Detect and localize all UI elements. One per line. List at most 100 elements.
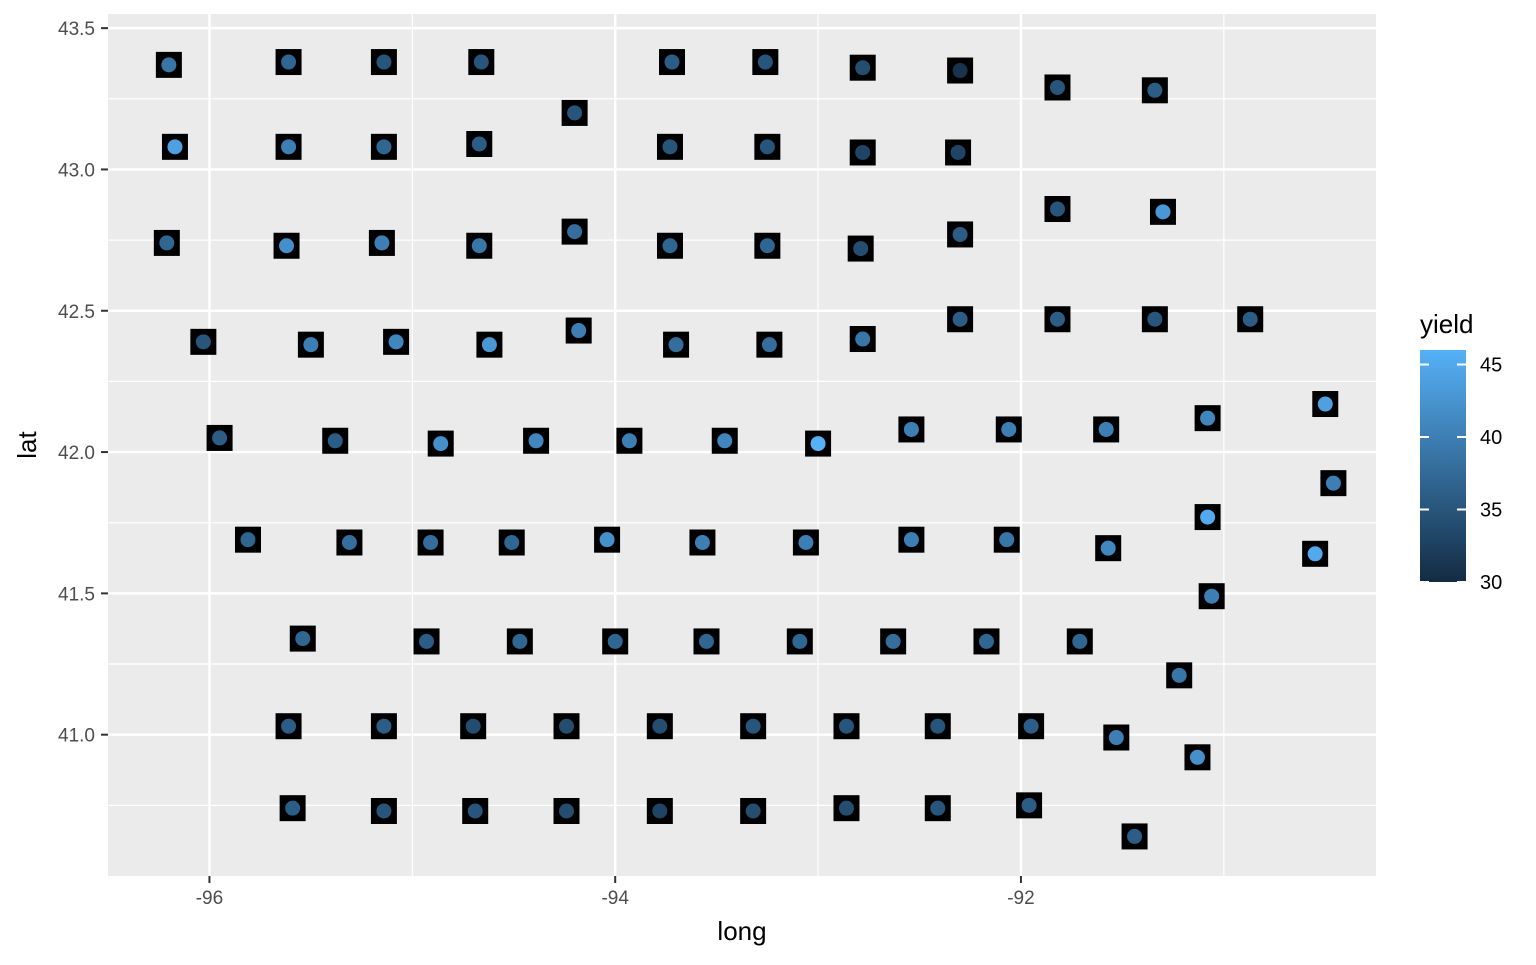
point-dot-93 [652,803,668,819]
data-point-36 [190,328,217,355]
point-dot-48 [327,433,343,449]
data-point-23 [153,229,180,256]
point-dot-20 [1155,204,1171,220]
data-point-83 [740,713,767,740]
point-dot-14 [471,136,487,152]
point-dot-71 [607,633,623,649]
point-dot-36 [195,334,211,350]
data-point-81 [553,713,580,740]
point-dot-31 [1049,311,1065,327]
data-point-74 [880,628,907,655]
legend-tick-label-2: 40 [1480,427,1502,449]
point-dot-78 [281,718,297,734]
data-point-22 [947,221,974,248]
point-dot-11 [167,139,183,155]
data-markers [153,49,1347,850]
data-point-21 [561,218,588,245]
y-tick-label-1: 41.5 [58,584,95,605]
point-dot-13 [376,139,392,155]
point-dot-63 [903,532,919,548]
point-dot-62 [798,535,814,551]
data-point-15 [656,133,683,160]
data-point-46 [1093,416,1120,443]
data-point-84 [833,713,860,740]
point-dot-15 [662,139,678,155]
point-dot-52 [717,433,733,449]
point-dot-60 [599,532,615,548]
data-point-38 [383,328,410,355]
color-legend: yield 30 35 40 45 [1420,309,1502,594]
x-tick-label-0: -96 [196,888,223,909]
point-dot-82 [652,718,668,734]
point-dot-64 [999,532,1015,548]
data-point-44 [898,416,925,443]
data-point-35 [849,326,876,353]
point-dot-23 [159,235,175,251]
legend-colorbar [1420,350,1466,582]
point-dot-80 [465,718,481,734]
data-point-54 [1320,470,1347,497]
point-dot-92 [559,803,575,819]
point-dot-32 [1147,311,1163,327]
data-point-66 [1302,540,1329,567]
point-dot-1 [281,54,297,70]
data-point-47 [206,424,233,451]
y-tick-label-4: 43.0 [58,160,95,181]
data-point-37 [297,331,324,358]
point-dot-3 [473,54,489,70]
point-dot-38 [388,334,404,350]
legend-title: yield [1420,309,1473,339]
point-dot-46 [1098,421,1114,437]
data-point-10 [561,99,588,126]
point-dot-35 [855,331,871,347]
data-point-91 [462,797,489,824]
data-point-39 [476,331,503,358]
data-point-42 [1312,391,1339,418]
data-point-98 [1121,823,1148,850]
data-point-12 [275,133,302,160]
point-dot-16 [759,139,775,155]
point-dot-75 [978,633,994,649]
point-dot-29 [853,241,869,257]
data-point-94 [740,797,767,824]
data-point-43 [1194,405,1221,432]
point-dot-24 [279,238,295,254]
point-dot-74 [885,633,901,649]
point-dot-67 [1204,588,1220,604]
data-point-93 [646,797,673,824]
data-point-20 [1149,198,1176,225]
point-dot-10 [567,105,583,121]
data-point-59 [498,529,525,556]
point-dot-12 [281,139,297,155]
point-dot-91 [467,803,483,819]
data-point-24 [273,232,300,259]
point-dot-59 [504,535,520,551]
data-point-30 [947,306,974,333]
point-dot-73 [792,633,808,649]
data-point-29 [847,235,874,262]
point-dot-61 [694,535,710,551]
point-dot-89 [285,800,301,816]
point-dot-88 [1189,749,1205,765]
point-dot-8 [1049,79,1065,95]
data-point-0 [155,51,182,78]
data-point-1 [275,49,302,76]
data-point-50 [523,427,550,454]
point-dot-49 [433,436,449,452]
data-point-65 [1095,535,1122,562]
x-axis: -96 -94 -92 [196,876,1035,909]
legend-tick-label-1: 35 [1480,500,1502,522]
point-dot-84 [838,718,854,734]
point-dot-87 [1108,730,1124,746]
point-dot-4 [664,54,680,70]
point-dot-68 [295,631,311,647]
point-dot-54 [1325,475,1341,491]
data-point-28 [754,232,781,259]
point-dot-70 [512,633,528,649]
data-point-88 [1184,744,1211,771]
data-point-70 [506,628,533,655]
point-dot-86 [1023,718,1039,734]
point-dot-76 [1072,633,1088,649]
point-dot-40 [668,337,684,353]
data-point-86 [1018,713,1045,740]
